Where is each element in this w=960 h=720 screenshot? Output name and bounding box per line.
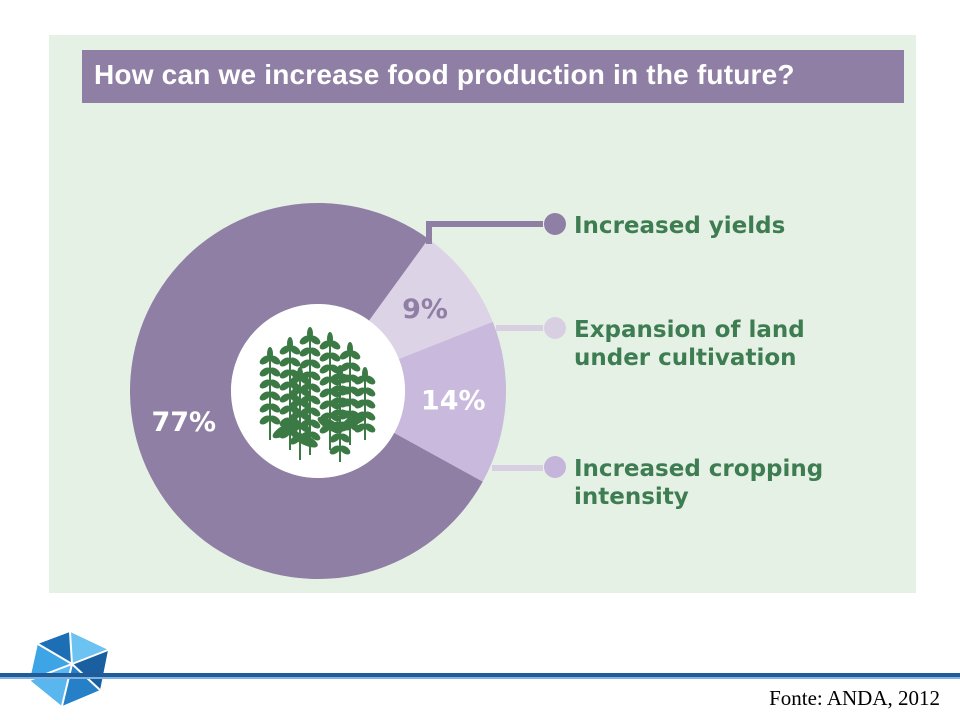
legend-label-1: Expansion of land under cultivation	[574, 317, 805, 371]
wheat-plants-icon	[259, 327, 376, 462]
legend-label-0: Increased yields	[574, 213, 785, 239]
slice-label-0: 77%	[151, 407, 216, 438]
chart-title: How can we increase food production in t…	[94, 59, 795, 90]
legend-marker-1	[544, 317, 566, 339]
connector-0	[426, 221, 543, 244]
footer-rule	[0, 673, 960, 677]
slice-label-2: 14%	[421, 386, 486, 417]
donut-slices	[130, 202, 506, 579]
slice-increased-yields	[130, 202, 483, 579]
slice-label-1: 9%	[402, 294, 448, 325]
geodesic-logo-icon	[29, 631, 109, 707]
source-citation: Fonte: ANDA, 2012	[769, 686, 940, 710]
legend-marker-0	[544, 213, 566, 235]
slice-increased-cropping	[394, 321, 506, 482]
slice-expansion-of-land	[369, 238, 493, 359]
legend-marker-2	[544, 456, 566, 478]
slice-labels: 77% 9% 14%	[151, 294, 485, 438]
legend-connectors	[426, 221, 543, 471]
legend-label-2: Increased cropping intensity	[574, 456, 823, 510]
legend: Increased yields Expansion of land under c…	[544, 213, 823, 510]
title-banner: How can we increase food production in t…	[82, 50, 904, 103]
footer-rule-accent	[0, 677, 960, 679]
